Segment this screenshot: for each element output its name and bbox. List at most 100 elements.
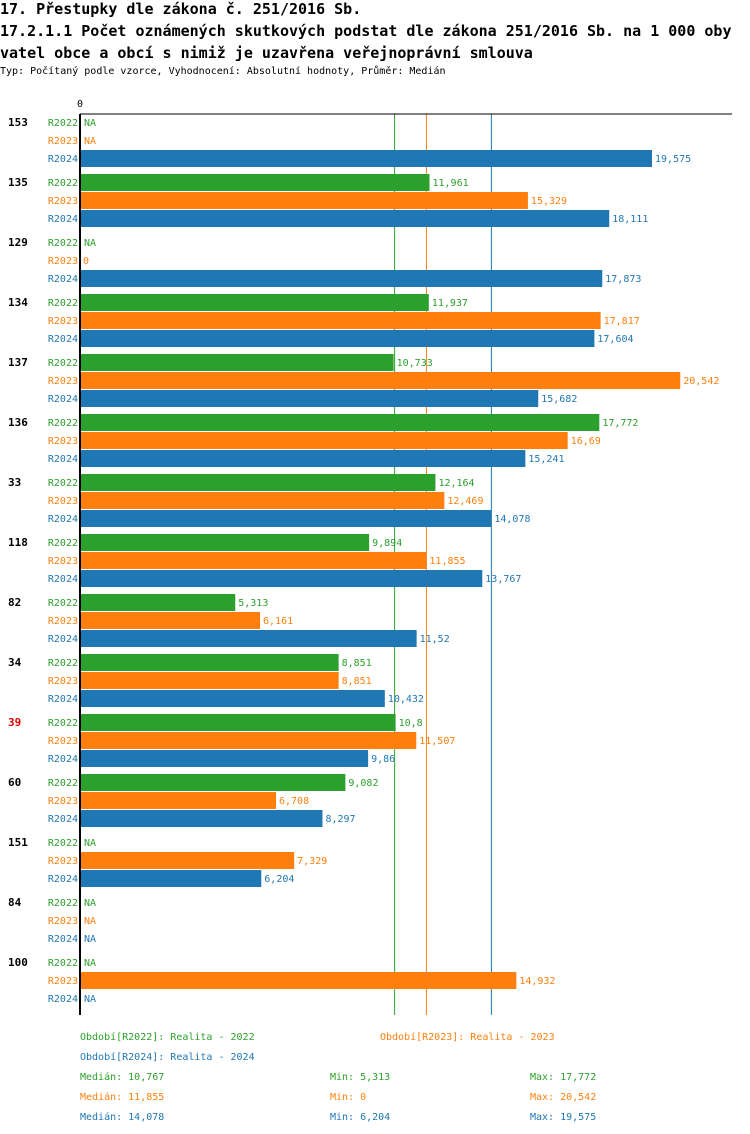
value-label: 16,69 bbox=[571, 436, 601, 447]
category-label: 84 bbox=[8, 896, 22, 909]
series-label: R2022 bbox=[48, 118, 78, 129]
series-label: R2024 bbox=[48, 394, 78, 405]
category-label: 100 bbox=[8, 956, 28, 969]
series-label: R2022 bbox=[48, 358, 78, 369]
category-label: 129 bbox=[8, 236, 28, 249]
value-label: 10,733 bbox=[397, 358, 433, 369]
value-label: NA bbox=[84, 958, 96, 969]
series-label: R2023 bbox=[48, 316, 78, 327]
bar bbox=[81, 492, 445, 509]
value-label: 19,575 bbox=[655, 154, 691, 165]
category-label: 136 bbox=[8, 416, 28, 429]
value-label: 15,241 bbox=[528, 454, 564, 465]
title-line: 17. Přestupky dle zákona č. 251/2016 Sb. bbox=[0, 0, 362, 18]
bar bbox=[81, 414, 600, 431]
series-label: R2022 bbox=[48, 838, 78, 849]
value-label: 11,855 bbox=[429, 556, 465, 567]
max-stat: Max: 20,542 bbox=[530, 1092, 596, 1103]
value-label: 14,078 bbox=[494, 514, 530, 525]
series-label: R2022 bbox=[48, 598, 78, 609]
series-label: R2024 bbox=[48, 514, 78, 525]
series-label: R2022 bbox=[48, 298, 78, 309]
series-label: R2023 bbox=[48, 916, 78, 927]
value-label: 11,961 bbox=[433, 178, 469, 189]
bar bbox=[81, 732, 417, 749]
category-label: 39 bbox=[8, 716, 21, 729]
value-label: 10,8 bbox=[399, 718, 423, 729]
bar bbox=[81, 354, 394, 371]
value-label: 11,937 bbox=[432, 298, 468, 309]
bar bbox=[81, 174, 430, 191]
series-label: R2022 bbox=[48, 538, 78, 549]
value-label: NA bbox=[84, 838, 96, 849]
bar bbox=[81, 690, 385, 707]
series-label: R2024 bbox=[48, 754, 78, 765]
series-label: R2022 bbox=[48, 778, 78, 789]
series-label: R2023 bbox=[48, 136, 78, 147]
value-label: 6,161 bbox=[263, 616, 293, 627]
series-label: R2024 bbox=[48, 454, 78, 465]
bar bbox=[81, 294, 429, 311]
category-label: 134 bbox=[8, 296, 28, 309]
category-label: 153 bbox=[8, 116, 28, 129]
min-stat: Min: 0 bbox=[330, 1092, 366, 1103]
value-label: 15,682 bbox=[541, 394, 577, 405]
bar bbox=[81, 630, 417, 647]
x-tick-label: 0 bbox=[77, 99, 83, 110]
value-label: NA bbox=[84, 898, 96, 909]
series-label: R2023 bbox=[48, 436, 78, 447]
series-label: R2022 bbox=[48, 418, 78, 429]
bar bbox=[81, 372, 681, 389]
series-label: R2024 bbox=[48, 214, 78, 225]
value-label: 13,767 bbox=[485, 574, 521, 585]
bar bbox=[81, 714, 396, 731]
category-label: 34 bbox=[8, 656, 22, 669]
median-stat: Medián: 10,767 bbox=[80, 1071, 164, 1083]
legend-item: Období[R2022]: Realita - 2022 bbox=[80, 1031, 255, 1043]
series-label: R2022 bbox=[48, 238, 78, 249]
series-label: R2024 bbox=[48, 694, 78, 705]
value-label: 12,164 bbox=[438, 478, 474, 489]
bar bbox=[81, 570, 483, 587]
series-label: R2022 bbox=[48, 718, 78, 729]
value-label: 7,329 bbox=[297, 856, 327, 867]
value-label: 10,432 bbox=[388, 694, 424, 705]
value-label: 8,297 bbox=[325, 814, 355, 825]
bar bbox=[81, 870, 262, 887]
value-label: 15,329 bbox=[531, 196, 567, 207]
series-label: R2022 bbox=[48, 658, 78, 669]
series-label: R2024 bbox=[48, 154, 78, 165]
value-label: NA bbox=[84, 916, 96, 927]
value-label: 8,851 bbox=[342, 658, 372, 669]
series-label: R2024 bbox=[48, 814, 78, 825]
value-label: 18,111 bbox=[612, 214, 648, 225]
value-label: 0 bbox=[83, 256, 89, 267]
value-label: 8,851 bbox=[342, 676, 372, 687]
min-stat: Min: 5,313 bbox=[330, 1072, 390, 1083]
series-label: R2023 bbox=[48, 676, 78, 687]
series-label: R2023 bbox=[48, 856, 78, 867]
category-label: 137 bbox=[8, 356, 28, 369]
value-label: 14,932 bbox=[519, 976, 555, 987]
median-stat: Medián: 11,855 bbox=[80, 1091, 164, 1103]
legend-item: Období[R2023]: Realita - 2023 bbox=[380, 1031, 555, 1043]
bar bbox=[81, 750, 369, 767]
value-label: 11,52 bbox=[420, 634, 450, 645]
bar bbox=[81, 210, 610, 227]
series-label: R2023 bbox=[48, 376, 78, 387]
value-label: NA bbox=[84, 136, 96, 147]
value-label: 6,204 bbox=[264, 874, 294, 885]
value-label: 9,86 bbox=[371, 754, 395, 765]
series-label: R2024 bbox=[48, 934, 78, 945]
min-stat: Min: 6,204 bbox=[330, 1112, 390, 1123]
category-label: 33 bbox=[8, 476, 21, 489]
value-label: 17,604 bbox=[597, 334, 633, 345]
series-label: R2024 bbox=[48, 634, 78, 645]
value-label: 5,313 bbox=[238, 598, 268, 609]
value-label: 12,469 bbox=[447, 496, 483, 507]
value-label: NA bbox=[84, 994, 96, 1005]
chart-meta: Typ: Počítaný podle vzorce, Vyhodnocení:… bbox=[0, 66, 446, 77]
bar bbox=[81, 612, 261, 629]
value-label: NA bbox=[84, 118, 96, 129]
